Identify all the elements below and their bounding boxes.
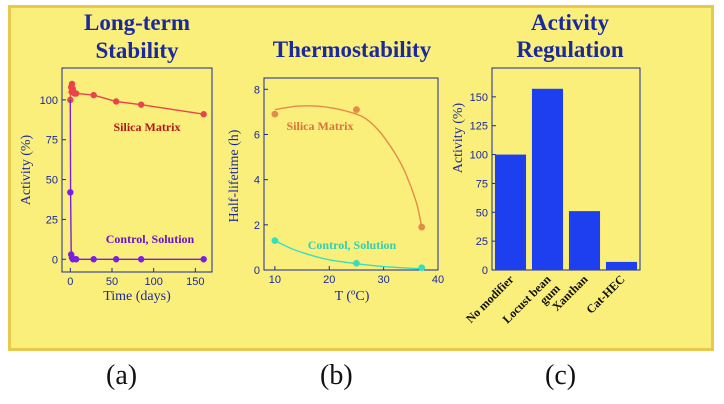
chart-c-bar <box>605 261 638 270</box>
chart-c-ytick-label: 150 <box>470 92 488 104</box>
chart-c-ylabel: Activity (%) <box>451 102 466 173</box>
chart-a-series-line-silica <box>69 83 204 115</box>
chart-b-series-curve-silica <box>274 105 423 228</box>
chart-a-ytick-label: 25 <box>46 214 58 226</box>
chart-b-ytick-label: 6 <box>254 129 260 141</box>
chart-c-ytick-label: 100 <box>470 150 488 162</box>
chart-a-point-control <box>200 256 207 263</box>
chart-b-series-curve-control <box>274 239 422 270</box>
chart-c-category-label-line: Cat-HEC <box>583 272 627 316</box>
chart-a-ylabel: Activity (%) <box>19 134 34 205</box>
chart-b-xlabel: T (ºC) <box>335 289 370 304</box>
chart-a-point-control <box>112 256 120 263</box>
chart-b-xtick-label: 10 <box>269 274 281 286</box>
chart-a-title-line1: Long-term <box>84 10 190 35</box>
figure-panel <box>8 5 714 351</box>
chart-a-point-silica <box>112 98 120 105</box>
chart-a-point-control <box>137 256 145 263</box>
chart-a-point-control <box>67 189 74 196</box>
chart-a-series-label: Silica Matrix <box>114 120 181 134</box>
chart-c-category-label: Cat-HEC <box>583 272 627 316</box>
panel-label-b: (b) <box>320 360 353 391</box>
chart-b-point-silica <box>271 110 279 118</box>
chart-a-xtick-label: 50 <box>106 276 118 288</box>
chart-a-point-silica <box>68 80 76 88</box>
chart-c-ytick-label: 125 <box>470 121 488 133</box>
chart-b-point-silica <box>418 223 426 231</box>
chart-a-title-line2: Stability <box>95 38 179 63</box>
chart-a-xtick-label: 150 <box>186 276 204 288</box>
chart-a-point-silica <box>90 91 97 99</box>
chart-b-ytick-label: 4 <box>254 175 260 187</box>
chart-a-point-silica <box>67 96 74 104</box>
chart-a-xtick-label: 100 <box>144 276 162 288</box>
chart-a-ytick-label: 100 <box>40 95 58 107</box>
chart-c-ytick-label: 75 <box>476 178 488 190</box>
chart-b-point-control <box>271 237 279 245</box>
chart-b-ytick-label: 2 <box>254 220 260 232</box>
chart-a-ytick-label: 50 <box>46 175 58 187</box>
panel-label-a: (a) <box>106 360 138 391</box>
chart-a-point-silica <box>200 111 207 118</box>
chart-a-frame <box>61 67 213 273</box>
chart-b-point-silica <box>353 106 360 114</box>
chart-c-ytick-label: 25 <box>476 236 488 248</box>
chart-b-series-label: Silica Matrix <box>287 119 354 133</box>
chart-b-xtick-label: 40 <box>432 274 444 286</box>
chart-b-point-control <box>418 264 426 272</box>
chart-c-ytick-label: 50 <box>476 207 488 219</box>
chart-b-ytick-label: 0 <box>254 265 260 277</box>
chart-a-point-silica <box>72 90 80 97</box>
chart-b-title: Thermostability <box>273 37 432 62</box>
chart-a-ytick-label: 75 <box>46 135 58 147</box>
chart-c-title-line2: Regulation <box>516 37 624 62</box>
chart-b-xtick-label: 20 <box>323 274 335 286</box>
chart-a-xtick-label: 0 <box>67 276 73 288</box>
chart-c-bar <box>494 154 527 270</box>
chart-c-frame <box>491 67 641 271</box>
chart-b-frame <box>263 77 439 271</box>
chart-a-xlabel: Time (days) <box>103 289 171 304</box>
chart-a-point-control <box>90 256 97 263</box>
chart-b-ylabel: Half-lifetime (h) <box>227 129 242 222</box>
chart-c-bar <box>531 88 564 270</box>
chart-c-bar <box>568 211 601 270</box>
chart-b-point-control <box>353 259 360 267</box>
panel-label-c: (c) <box>545 360 577 391</box>
chart-b-ytick-label: 8 <box>254 84 260 96</box>
chart-c-title-line1: Activity <box>531 10 609 35</box>
chart-a-series-label: Control, Solution <box>106 232 195 246</box>
chart-b-series-label: Control, Solution <box>308 238 397 252</box>
chart-c-ytick-label: 0 <box>482 265 488 277</box>
chart-a-point-control <box>72 256 80 263</box>
chart-b-xtick-label: 30 <box>378 274 390 286</box>
chart-a-ytick-label: 0 <box>52 254 58 266</box>
chart-a-point-silica <box>137 101 145 108</box>
